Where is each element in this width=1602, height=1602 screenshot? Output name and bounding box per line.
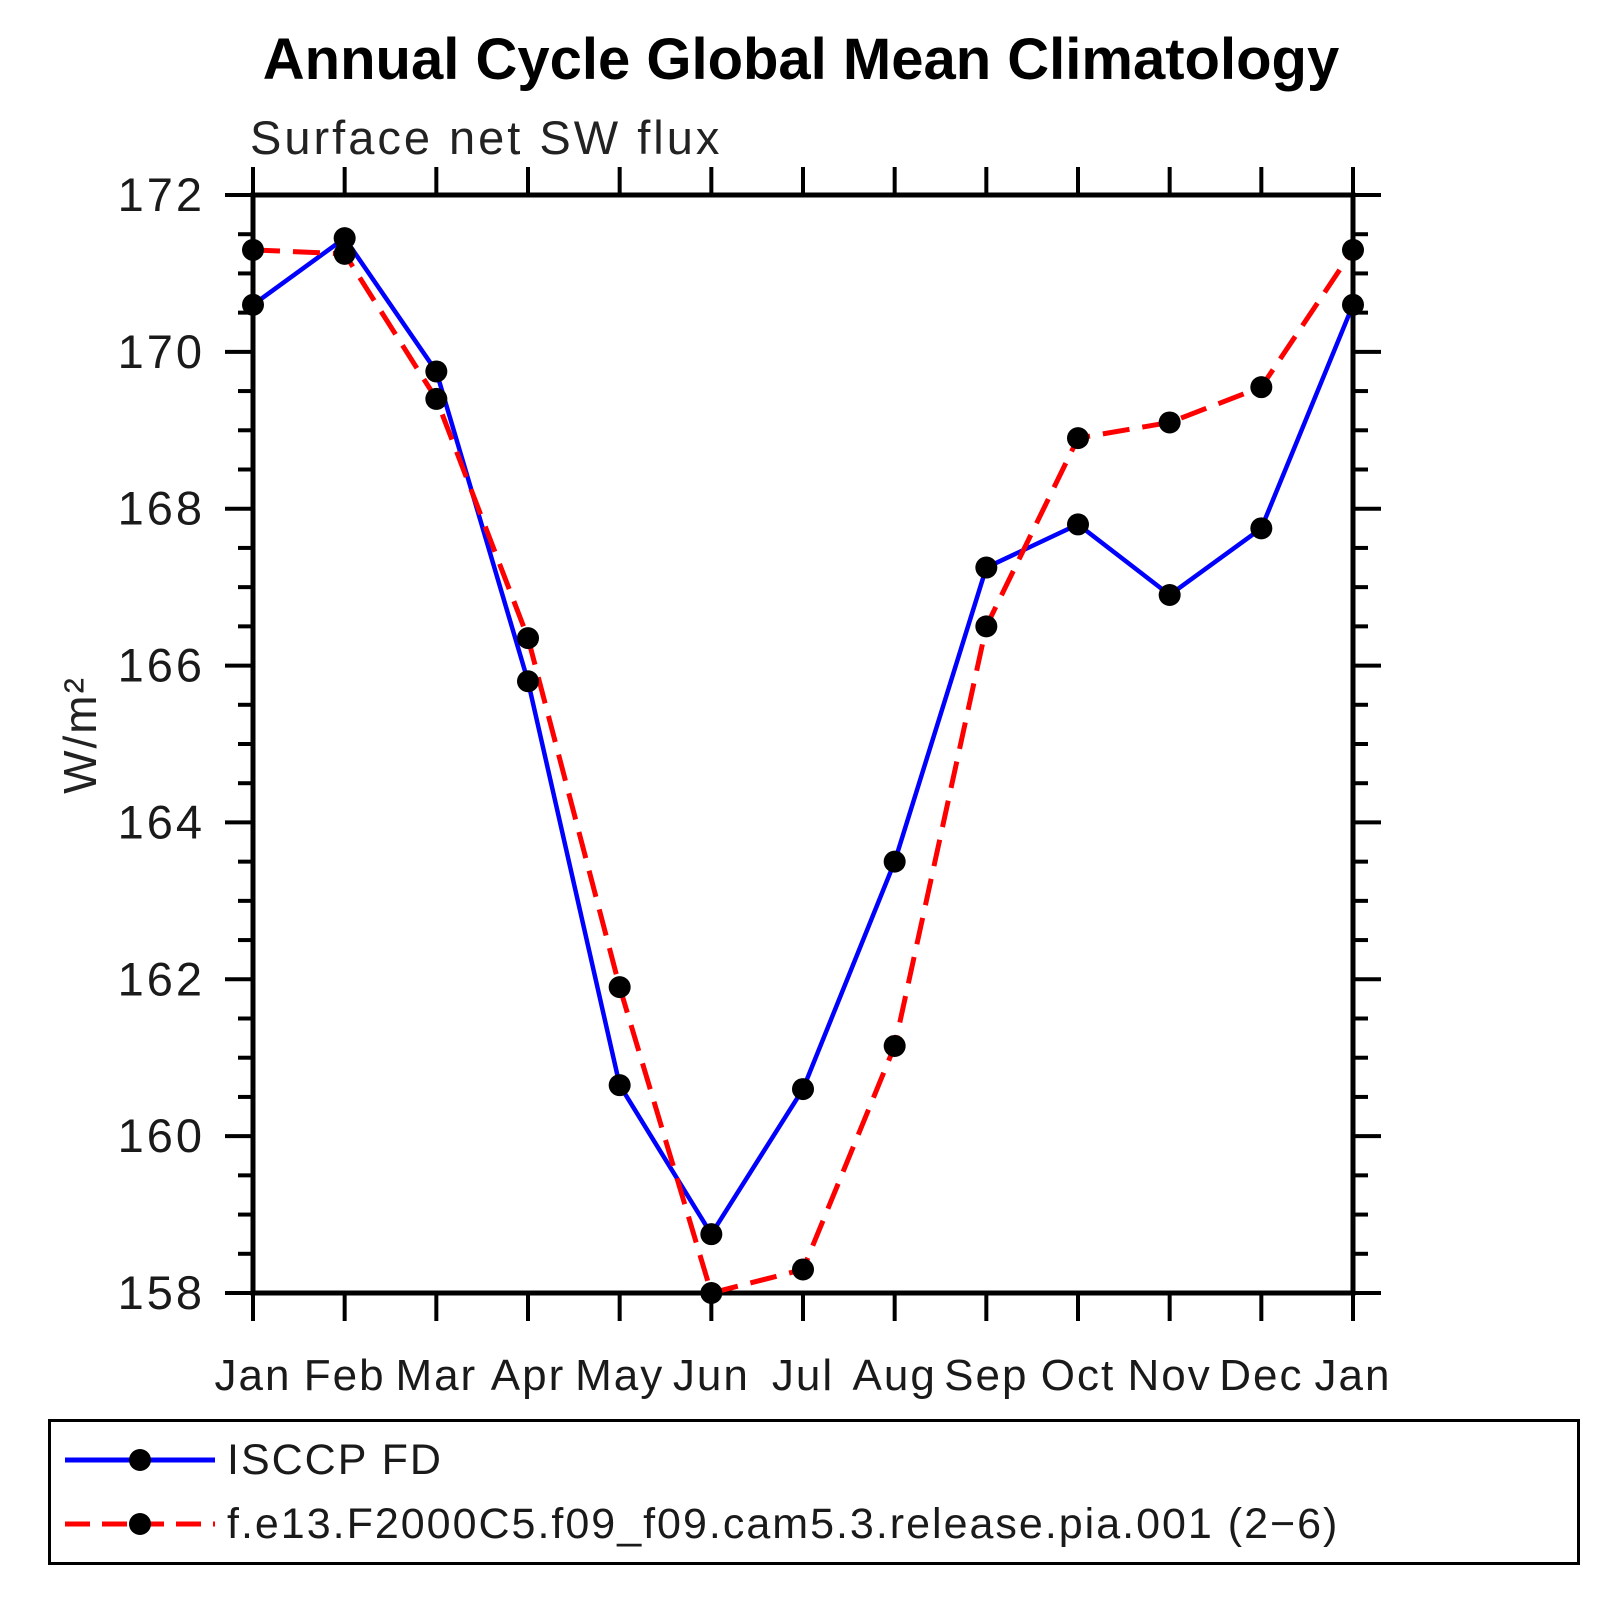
data-point-s1-Jun [700,1282,723,1304]
x-tick-label: Dec [1219,1351,1303,1400]
data-point-s1-Feb [333,242,356,265]
y-tick-label: 168 [118,482,205,535]
data-point-s0-Oct [1067,513,1089,536]
x-tick-label: Jan [1315,1351,1392,1400]
data-point-s1-Mar [425,387,448,410]
y-tick-label: 162 [118,952,205,1005]
data-point-s1-Jul [792,1258,814,1281]
data-point-s1-Sep [975,615,998,638]
legend-line-sample-isccp [65,1449,215,1471]
legend-box: ISCCP FD f.e13.F2000C5.f09_f09.cam5.3.re… [48,1419,1580,1565]
data-point-s1-Aug [883,1034,906,1057]
x-tick-label: Apr [491,1351,565,1400]
legend-label-model: f.e13.F2000C5.f09_f09.cam5.3.release.pia… [227,1499,1340,1548]
legend-row-model: f.e13.F2000C5.f09_f09.cam5.3.release.pia… [63,1494,1339,1554]
x-tick-label: Jun [673,1351,750,1400]
chart-subtitle: Surface net SW flux [250,111,723,164]
series-line-1 [252,247,1356,1297]
x-tick-label: Jul [772,1351,834,1400]
data-point-s1-Nov [1158,411,1181,434]
data-point-s1-Dec [1250,376,1273,399]
y-tick-label: 166 [118,639,205,692]
y-tick-label: 170 [118,325,205,378]
x-tick-label: Sep [944,1351,1028,1400]
x-tick-label: Oct [1041,1351,1115,1400]
y-tick-label: 158 [118,1266,205,1319]
data-point-s0-Feb [333,227,356,250]
data-point-s0-Jun [700,1223,723,1246]
data-point-s0-May [608,1074,631,1097]
data-point-s0-Jan [1342,293,1364,316]
data-point-s0-Sep [975,556,998,579]
data-point-s1-May [608,976,631,999]
y-tick-label: 172 [118,168,205,221]
legend-line-sample-model [65,1513,215,1535]
data-point-s1-Jan [242,238,264,261]
data-point-s0-Aug [883,850,906,873]
x-tick-label: Feb [304,1351,386,1400]
data-point-s0-Jan [242,293,264,316]
x-tick-label: Mar [395,1351,477,1400]
y-tick-label: 164 [118,795,205,848]
data-point-s1-Oct [1067,427,1089,450]
data-point-s0-Dec [1250,517,1273,540]
legend-marker-dot [129,1513,151,1535]
x-tick-label: Aug [853,1351,937,1400]
x-tick-label: Jan [215,1351,292,1400]
y-tick-label: 160 [118,1109,205,1162]
data-point-s1-Apr [517,627,539,650]
data-point-s0-Apr [517,670,539,693]
plot-frame [250,192,1356,1296]
legend-marker-dot [129,1449,151,1471]
data-point-s0-Jul [792,1078,814,1101]
chart-title: Annual Cycle Global Mean Climatology [262,27,1340,92]
data-point-s0-Mar [425,360,448,383]
data-point-s0-Nov [1158,583,1181,606]
x-tick-label: Nov [1128,1351,1212,1400]
legend-label-isccp: ISCCP FD [227,1435,443,1484]
legend-row-isccp: ISCCP FD [63,1430,443,1490]
data-point-s1-Jan [1342,238,1364,261]
x-tick-label: May [575,1351,664,1400]
